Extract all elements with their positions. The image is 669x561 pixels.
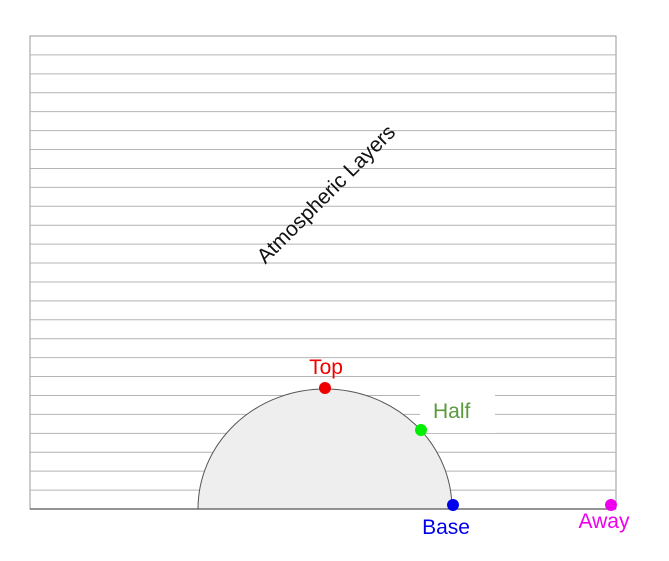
half-label: Half (433, 400, 471, 423)
base-label: Base (422, 516, 470, 539)
top-point (319, 382, 331, 394)
away-label: Away (579, 510, 630, 533)
top-label: Top (309, 356, 343, 379)
base-point (447, 499, 459, 511)
half-point (415, 424, 427, 436)
away-point (605, 499, 617, 511)
half-label-background (420, 395, 495, 433)
